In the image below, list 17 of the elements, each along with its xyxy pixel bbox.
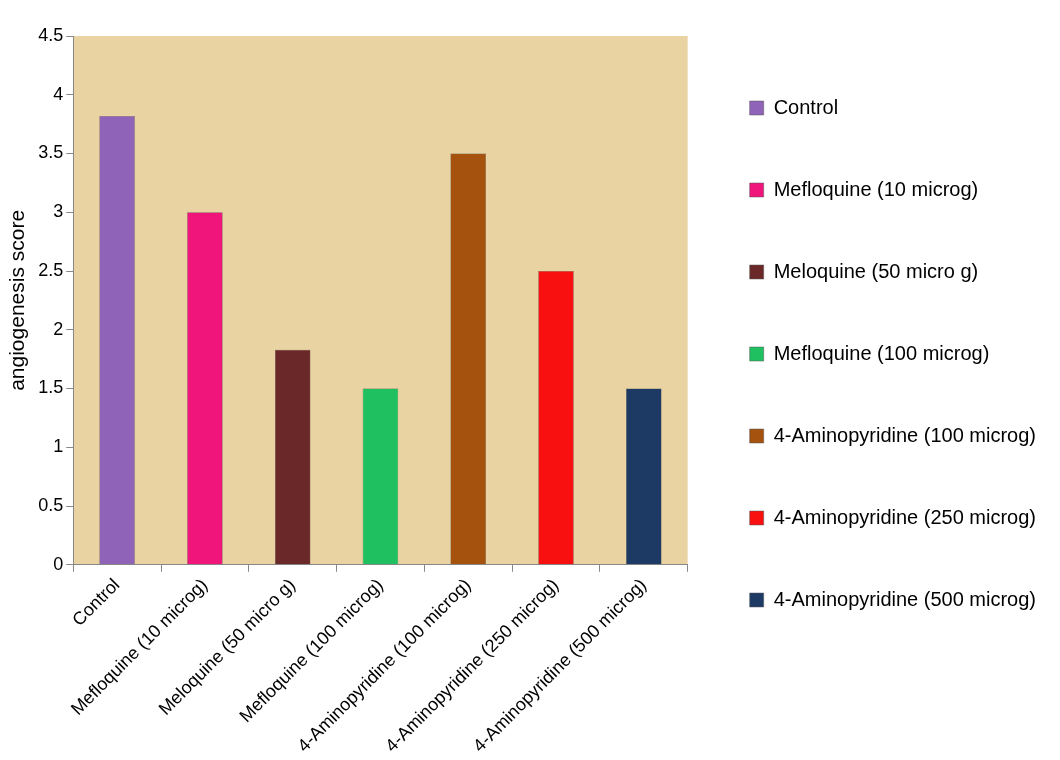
y-tick-label: 0.5 — [38, 495, 64, 515]
legend-label: Mefloquine (10 microg) — [773, 177, 979, 200]
y-tick-label: 3 — [53, 201, 64, 222]
y-tick-label: 4.5 — [38, 24, 64, 45]
legend-label: Mefloquine (100 microg) — [773, 341, 990, 364]
y-tick-label: 3.5 — [38, 142, 64, 163]
y-tick-label: 4 — [53, 83, 64, 104]
y-tick-label: 1.5 — [38, 377, 64, 398]
legend-label: Control — [773, 95, 839, 118]
legend-label: 4-Aminopyridine (100 microg) — [773, 423, 1036, 446]
y-tick-label: 2.5 — [38, 259, 64, 280]
y-tick-label: 1 — [53, 436, 64, 457]
y-tick-label: 0 — [53, 553, 64, 574]
y-axis-title: angiogenesis score — [5, 209, 29, 391]
legend-label: 4-Aminopyridine (250 microg) — [773, 505, 1036, 528]
legend-label: Meloquine (50 micro g) — [773, 259, 979, 282]
y-tick-label: 2 — [53, 318, 64, 339]
